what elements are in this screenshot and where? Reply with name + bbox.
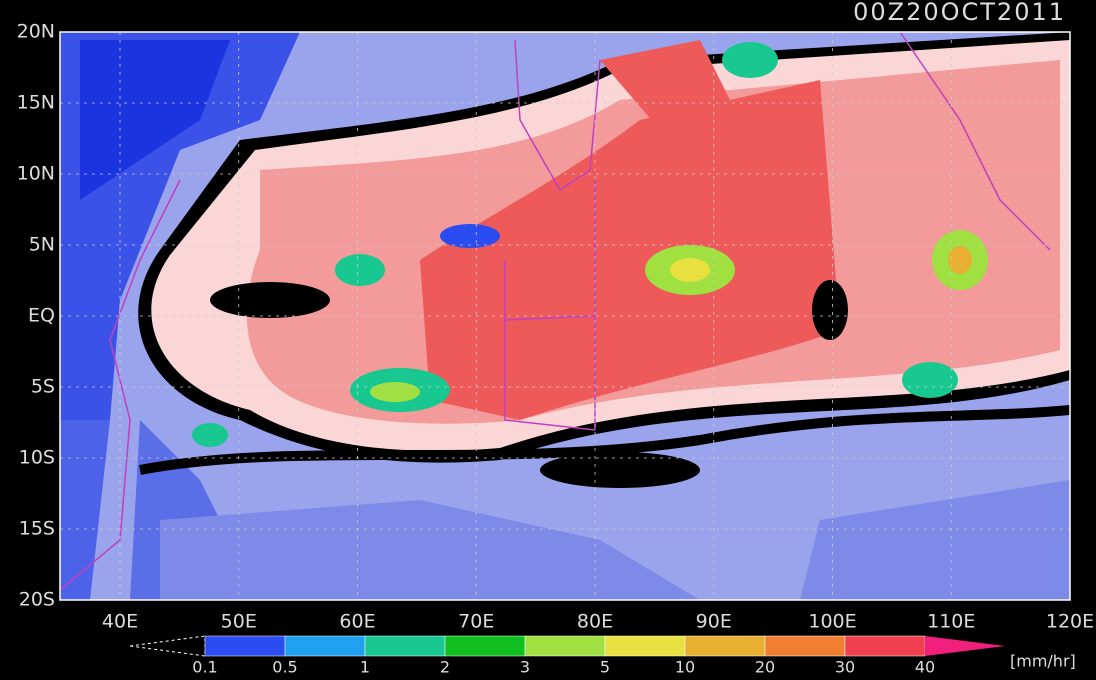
colorbar-segment [444, 635, 526, 657]
colorbar-segment [364, 635, 446, 657]
colorbar-segment [284, 635, 366, 657]
lat-label: 20N [17, 21, 55, 43]
lon-label: 50E [221, 611, 257, 633]
lon-label: 110E [927, 611, 975, 633]
colorbar-label: 0.5 [272, 658, 297, 677]
colorbar-segment [204, 635, 286, 657]
precip-field [60, 32, 1070, 600]
colorbar-label: 2 [440, 658, 450, 677]
lat-label: 10S [19, 447, 55, 469]
under-arrow [129, 635, 206, 657]
lat-label: 10N [17, 163, 55, 185]
colorbar-label: 5 [600, 658, 610, 677]
lon-label: 70E [458, 611, 494, 633]
colorbar-label: 1 [360, 658, 370, 677]
lon-label: 100E [808, 611, 856, 633]
lon-label: 120E [1046, 611, 1094, 633]
colorbar-label: 0.1 [192, 658, 217, 677]
map-frame [59, 31, 1071, 601]
lat-label: 5S [31, 376, 55, 398]
map-title: 00Z20OCT2011 [853, 0, 1066, 26]
colorbar-label: 40 [915, 658, 935, 677]
lat-label: 5N [29, 234, 55, 256]
over-arrow [925, 636, 1005, 656]
colorbar-unit: [mm/hr] [1010, 652, 1076, 671]
colorbar-segment [524, 635, 606, 657]
lon-label: 80E [577, 611, 613, 633]
colorbar-label: 10 [675, 658, 695, 677]
lat-label: 15N [17, 92, 55, 114]
colorbar-label: 20 [755, 658, 775, 677]
lon-label: 60E [339, 611, 375, 633]
colorbar-label: 3 [520, 658, 530, 677]
graticule [60, 32, 1070, 600]
lon-label: 90E [696, 611, 732, 633]
colorbar: 0.1 0.5 1 2 3 5 10 20 30 40 [192, 635, 1005, 677]
colorbar-segment [844, 635, 926, 657]
lat-label: 20S [19, 589, 55, 611]
lon-label: 40E [102, 611, 138, 633]
colorbar-label: 30 [835, 658, 855, 677]
lat-label: EQ [28, 305, 55, 327]
lat-label: 15S [19, 518, 55, 540]
colorbar-segment [684, 635, 766, 657]
colorbar-segment [604, 635, 686, 657]
colorbar-segment [764, 635, 846, 657]
